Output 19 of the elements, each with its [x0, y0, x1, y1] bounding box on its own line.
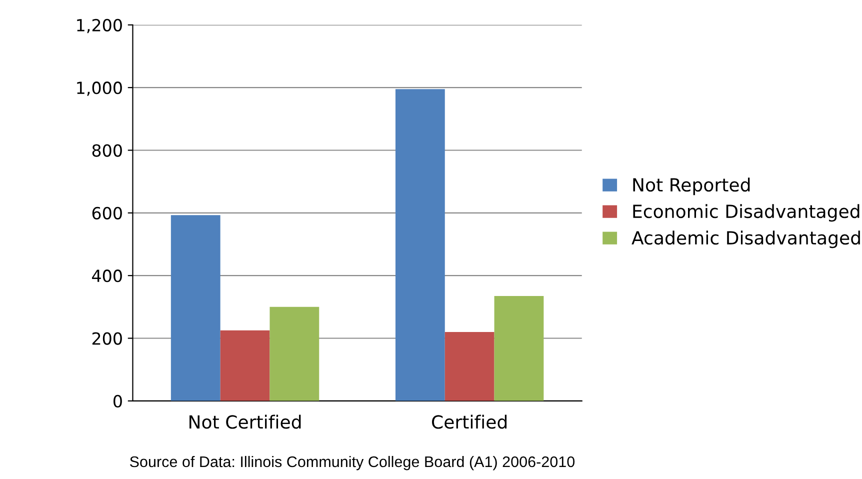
bar: [270, 306, 320, 401]
y-tick-label: 1,200: [77, 18, 122, 34]
y-tick-label: 1,000: [77, 82, 122, 96]
legend-label: Economic Disadvantaged: [633, 204, 860, 222]
bar: [220, 330, 270, 401]
legend-label: Not Reported: [633, 178, 750, 196]
y-tick-label: 0: [114, 394, 122, 408]
y-tick-label: 400: [92, 270, 122, 282]
bar: [494, 296, 544, 401]
legend-label: Academic Disadvantaged: [632, 230, 860, 248]
bar: [444, 332, 494, 401]
y-tick-label: 800: [92, 144, 122, 157]
x-tick-label: Certified: [432, 414, 507, 429]
bar: [395, 89, 445, 401]
y-tick-label: 200: [92, 332, 122, 345]
bar: [170, 215, 220, 401]
x-tick-label: Not Certified: [190, 414, 301, 429]
source-note: Source of Data: Illinois Community College Board (A1) 2006-2010: [130, 456, 575, 470]
y-tick-label: 600: [92, 206, 122, 220]
